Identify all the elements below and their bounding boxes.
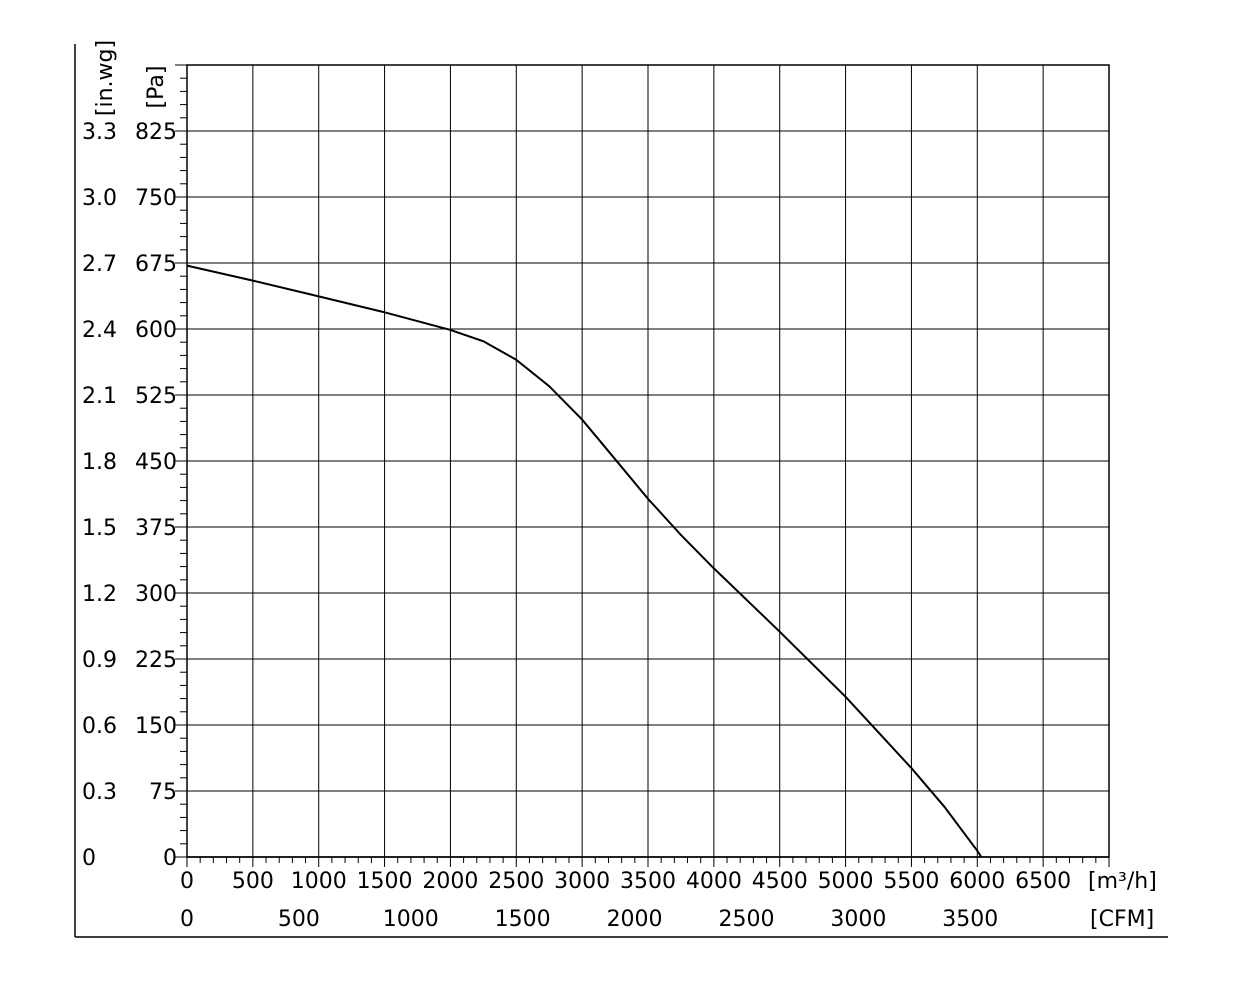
- y-tick-label-450: 450: [135, 450, 177, 475]
- x2-tick-label-1000: 1000: [383, 907, 439, 932]
- y2-tick-label-10: 3.0: [82, 186, 117, 211]
- x2-tick-label-3000: 3000: [830, 907, 886, 932]
- x-tick-label-3500: 3500: [620, 869, 676, 894]
- y2-tick-label-11: 3.3: [82, 120, 117, 145]
- y2-tick-label-0: 0: [82, 846, 96, 871]
- x-tick-label-6000: 6000: [949, 869, 1005, 894]
- x-tick-label-5000: 5000: [818, 869, 874, 894]
- y2-tick-label-9: 2.7: [82, 252, 117, 277]
- y2-tick-label-7: 2.1: [82, 384, 117, 409]
- y2-unit-label: [in.wg]: [93, 40, 118, 116]
- y-tick-label-225: 225: [135, 648, 177, 673]
- y-tick-label-600: 600: [135, 318, 177, 343]
- y2-tick-label-4: 1.2: [82, 582, 117, 607]
- y2-tick-label-6: 1.8: [82, 450, 117, 475]
- x-unit-label: [m³/h]: [1088, 869, 1157, 894]
- x2-tick-label-0: 0: [180, 907, 194, 932]
- grid-lines: [186, 65, 1109, 858]
- tick-labels: 00750.31500.62250.93001.23751.54501.8525…: [82, 120, 1071, 932]
- y-tick-label-675: 675: [135, 252, 177, 277]
- x2-tick-label-2000: 2000: [607, 907, 663, 932]
- x-tick-label-3000: 3000: [554, 869, 610, 894]
- y-tick-label-525: 525: [135, 384, 177, 409]
- x2-tick-label-3500: 3500: [942, 907, 998, 932]
- y-tick-label-300: 300: [135, 582, 177, 607]
- x-tick-label-4000: 4000: [686, 869, 742, 894]
- y-unit-label: [Pa]: [144, 66, 169, 109]
- x-tick-label-500: 500: [232, 869, 274, 894]
- x-tick-label-0: 0: [180, 869, 194, 894]
- y2-tick-label-1: 0.3: [82, 780, 117, 805]
- y-tick-label-750: 750: [135, 186, 177, 211]
- x-tick-label-5500: 5500: [883, 869, 939, 894]
- minor-ticks: [175, 64, 1110, 867]
- y2-tick-label-8: 2.4: [82, 318, 117, 343]
- x2-unit-label: [CFM]: [1090, 907, 1154, 932]
- y-tick-label-825: 825: [135, 120, 177, 145]
- x-tick-label-4500: 4500: [752, 869, 808, 894]
- pressure-curve: [186, 264, 983, 858]
- x-tick-label-2000: 2000: [422, 869, 478, 894]
- y-tick-label-75: 75: [149, 780, 177, 805]
- x-tick-label-2500: 2500: [488, 869, 544, 894]
- y2-tick-label-2: 0.6: [82, 714, 117, 739]
- y-tick-label-0: 0: [163, 846, 177, 871]
- x-tick-label-6500: 6500: [1015, 869, 1071, 894]
- x2-tick-label-500: 500: [278, 907, 320, 932]
- y2-tick-label-5: 1.5: [82, 516, 117, 541]
- x-tick-label-1500: 1500: [357, 869, 413, 894]
- y-tick-label-375: 375: [135, 516, 177, 541]
- x2-tick-label-2500: 2500: [718, 907, 774, 932]
- y-tick-label-150: 150: [135, 714, 177, 739]
- x-tick-label-1000: 1000: [291, 869, 347, 894]
- y2-tick-label-3: 0.9: [82, 648, 117, 673]
- x2-tick-label-1500: 1500: [495, 907, 551, 932]
